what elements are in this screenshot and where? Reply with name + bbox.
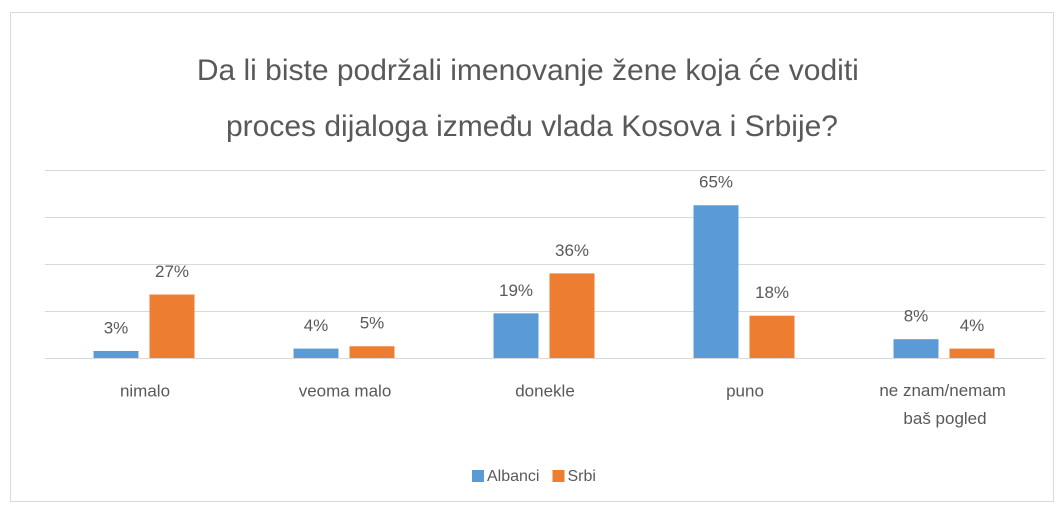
bar xyxy=(949,348,995,358)
bar xyxy=(349,346,395,358)
x-tick-label: veoma malo xyxy=(299,381,392,400)
chart-title: Da li biste podržali imenovanje žene koj… xyxy=(197,54,867,143)
value-label: 5% xyxy=(360,314,385,333)
value-label: 27% xyxy=(155,262,189,281)
value-label: 65% xyxy=(699,173,733,192)
value-label: 3% xyxy=(104,318,129,337)
bar xyxy=(893,339,939,358)
legend-label: Srbi xyxy=(567,468,595,485)
value-label: 19% xyxy=(499,281,533,300)
value-label: 4% xyxy=(960,316,985,335)
x-tick-label: ne znam/nemam baš pogled xyxy=(879,381,1010,428)
bar xyxy=(549,273,595,358)
bar xyxy=(293,348,339,358)
value-label: 36% xyxy=(555,241,589,260)
legend-swatch xyxy=(472,470,484,482)
value-label: 4% xyxy=(304,316,329,335)
bar xyxy=(93,350,139,358)
x-tick-label: nimalo xyxy=(120,381,170,400)
x-tick-label: puno xyxy=(726,381,764,400)
bar xyxy=(693,205,739,358)
bar xyxy=(149,294,195,358)
legend-label: Albanci xyxy=(487,468,539,485)
x-tick-label: donekle xyxy=(515,381,575,400)
bar xyxy=(749,315,795,358)
bar xyxy=(493,313,539,358)
value-label: 18% xyxy=(755,283,789,302)
legend-swatch xyxy=(552,470,565,482)
value-label: 8% xyxy=(904,307,929,326)
chart-border xyxy=(10,12,1054,502)
